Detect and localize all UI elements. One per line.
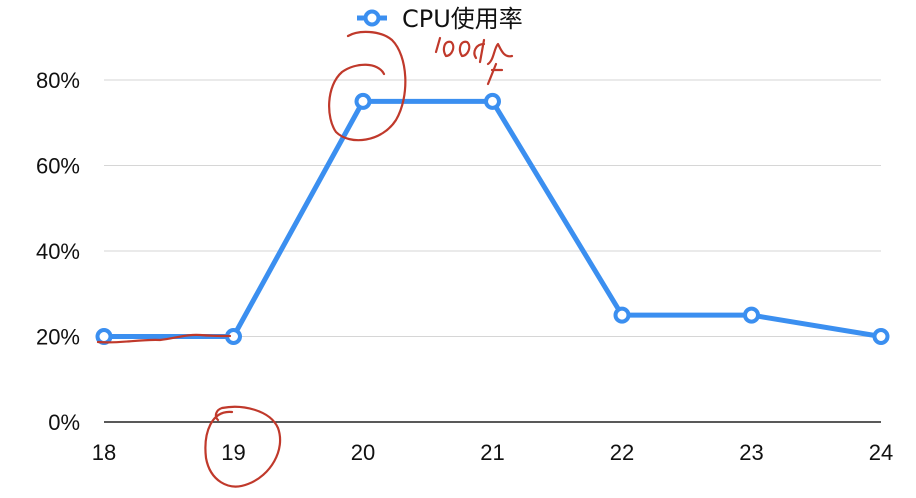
x-tick-label: 22 [610,440,634,465]
x-tick-label: 21 [480,440,504,465]
x-tick-label: 20 [351,440,375,465]
y-tick-label: 0% [48,410,80,435]
gridlines [104,79,881,423]
y-tick-label: 60% [36,154,80,179]
data-point [484,92,501,110]
y-tick-label: 80% [36,68,80,93]
series-line [101,98,884,339]
y-tick-label: 40% [36,239,80,264]
legend-label: CPU使用率 [402,5,523,33]
data-point [613,306,631,324]
y-axis-tick-labels: 0% 20% 40% 60% 80% [36,68,80,435]
x-axis-tick-labels: 18 19 20 21 22 23 24 [92,440,893,465]
x-tick-label: 18 [92,440,116,465]
ink-underline-left [96,333,232,344]
handwritten-annotations [96,30,514,488]
x-tick-label: 24 [869,440,893,465]
data-point [743,306,760,324]
ink-circle-around-19 [204,405,282,488]
x-tick-label: 19 [221,440,245,465]
data-point [354,92,372,110]
legend: CPU使用率 [357,5,523,33]
legend-marker-icon [363,9,381,27]
series-layer [95,92,890,345]
ink-handwritten-100-percent [434,36,514,86]
y-tick-label: 20% [36,325,80,350]
data-point [872,328,890,345]
x-tick-label: 23 [739,440,763,465]
ink-circle-around-peak [328,30,407,142]
